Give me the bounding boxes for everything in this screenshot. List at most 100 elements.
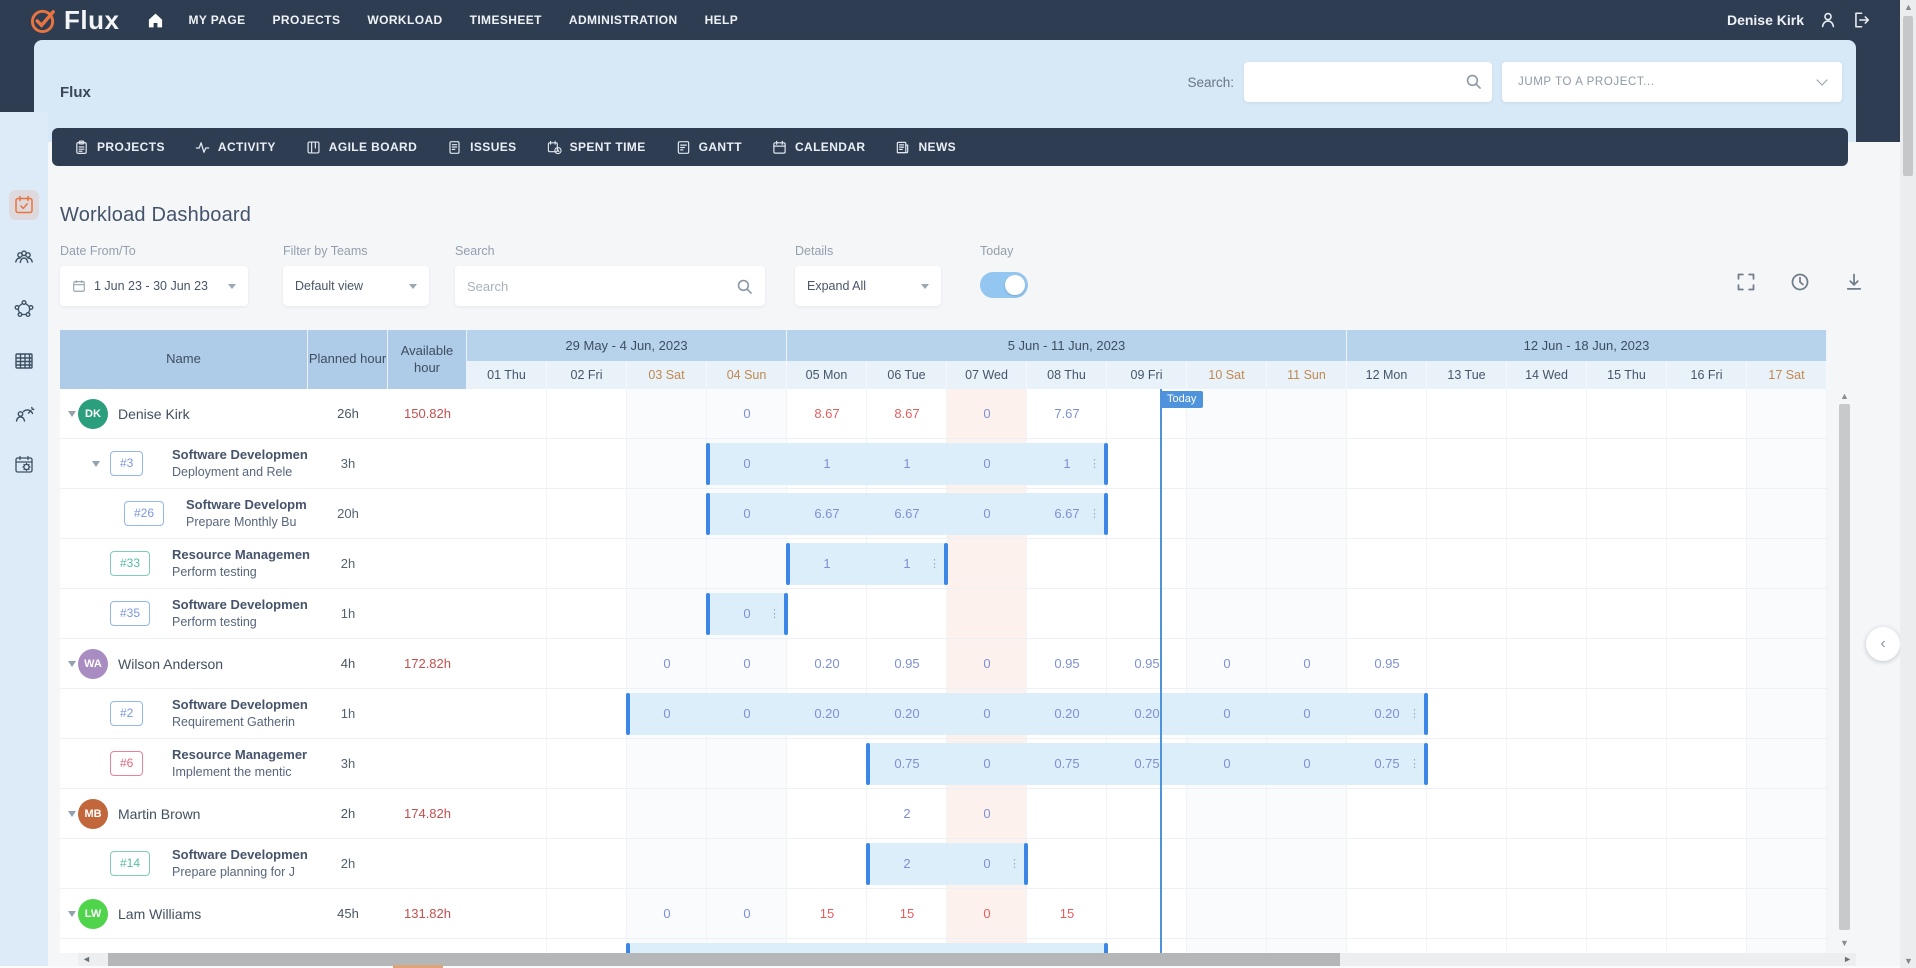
task-title[interactable]: Software Developmen xyxy=(172,847,308,862)
task-title[interactable]: Resource Managemer xyxy=(172,747,308,762)
allocation-bar[interactable]: ⋮ xyxy=(706,593,788,635)
table-vertical-scrollbar[interactable]: ▲ ▼ xyxy=(1838,389,1852,953)
allocation-bar[interactable]: ⋮ xyxy=(706,493,1108,535)
table-search-input[interactable] xyxy=(467,278,736,294)
history-icon[interactable] xyxy=(1790,272,1810,292)
scroll-down-icon[interactable]: ▼ xyxy=(1840,938,1849,948)
expand-collapse-icon[interactable] xyxy=(68,811,76,817)
avatar[interactable]: MB xyxy=(78,799,108,829)
bar-resize-handle-right[interactable] xyxy=(1424,743,1428,785)
global-search-input[interactable] xyxy=(1244,62,1492,102)
bar-resize-handle-right[interactable] xyxy=(784,593,788,635)
allocation-bar[interactable]: ⋮ xyxy=(786,543,948,585)
bar-resize-handle-right[interactable] xyxy=(1104,493,1108,535)
app-logo[interactable]: Flux xyxy=(30,5,119,36)
bar-resize-handle-right[interactable] xyxy=(944,543,948,585)
task-title[interactable]: Software Developm xyxy=(186,497,307,512)
fullscreen-icon[interactable] xyxy=(1736,272,1756,292)
top-nav-item-help[interactable]: HELP xyxy=(704,13,739,27)
bar-menu-icon[interactable]: ⋮ xyxy=(929,558,940,570)
issue-badge[interactable]: #33 xyxy=(110,551,151,576)
person-name[interactable]: Wilson Anderson xyxy=(118,656,224,672)
scrollbar-thumb[interactable] xyxy=(1903,16,1913,176)
details-select[interactable]: Expand All xyxy=(795,266,941,306)
subnav-item-news[interactable]: NEWS xyxy=(895,140,956,155)
bar-resize-handle-left[interactable] xyxy=(706,493,710,535)
subnav-item-calendar[interactable]: CALENDAR xyxy=(772,140,866,155)
bar-menu-icon[interactable]: ⋮ xyxy=(1089,508,1100,520)
person-name[interactable]: Martin Brown xyxy=(118,806,201,822)
bar-menu-icon[interactable]: ⋮ xyxy=(1409,708,1420,720)
subnav-item-projects[interactable]: PROJECTS xyxy=(74,140,165,155)
expand-collapse-icon[interactable] xyxy=(92,461,100,467)
issue-badge[interactable]: #6 xyxy=(110,751,144,776)
expand-collapse-icon[interactable] xyxy=(68,411,76,417)
team-network-icon[interactable] xyxy=(9,294,39,324)
top-nav-item-timesheet[interactable]: TIMESHEET xyxy=(469,13,542,27)
table-horizontal-scrollbar[interactable]: ◄ ► xyxy=(78,953,1856,966)
task-title[interactable]: Software Developmen xyxy=(172,697,308,712)
scroll-up-icon[interactable]: ▲ xyxy=(1904,2,1913,12)
table-grid-icon[interactable] xyxy=(9,346,39,376)
search-icon[interactable] xyxy=(1465,73,1482,90)
bar-resize-handle-left[interactable] xyxy=(866,843,870,885)
bar-menu-icon[interactable]: ⋮ xyxy=(1009,858,1020,870)
subnav-item-issues[interactable]: ISSUES xyxy=(447,140,516,155)
top-nav-item-projects[interactable]: PROJECTS xyxy=(272,13,341,27)
bar-resize-handle-left[interactable] xyxy=(866,743,870,785)
top-nav-item-administration[interactable]: ADMINISTRATION xyxy=(568,13,678,27)
scroll-left-icon[interactable]: ◄ xyxy=(82,954,91,964)
subnav-item-spent-time[interactable]: SPENT TIME xyxy=(547,140,646,155)
allocation-bar[interactable]: ⋮ xyxy=(866,743,1428,785)
browser-scrollbar[interactable]: ▲ ▼ xyxy=(1900,0,1916,968)
scroll-up-icon[interactable]: ▲ xyxy=(1840,391,1849,401)
allocation-bar[interactable]: ⋮ xyxy=(626,693,1428,735)
teams-icon[interactable] xyxy=(9,242,39,272)
allocation-bar[interactable]: ⋮ xyxy=(866,843,1028,885)
download-icon[interactable] xyxy=(1844,272,1864,292)
avatar[interactable]: WA xyxy=(78,649,108,679)
collapse-panel-button[interactable]: ‹ xyxy=(1866,627,1900,661)
top-nav-item-my-page[interactable]: MY PAGE xyxy=(188,13,246,27)
subnav-item-gantt[interactable]: GANTT xyxy=(676,140,742,155)
avatar[interactable]: LW xyxy=(78,899,108,929)
expand-collapse-icon[interactable] xyxy=(68,661,76,667)
bar-menu-icon[interactable]: ⋮ xyxy=(1409,758,1420,770)
current-user-name[interactable]: Denise Kirk xyxy=(1726,12,1804,28)
task-title[interactable]: Software Developmen xyxy=(172,597,308,612)
schedule-settings-icon[interactable] xyxy=(9,450,39,480)
user-account-icon[interactable] xyxy=(1819,11,1837,29)
bar-resize-handle-right[interactable] xyxy=(1424,693,1428,735)
teams-select[interactable]: Default view xyxy=(283,266,429,306)
issue-badge[interactable]: #2 xyxy=(110,701,144,726)
bar-resize-handle-right[interactable] xyxy=(1024,843,1028,885)
date-range-select[interactable]: 1 Jun 23 - 30 Jun 23 xyxy=(60,266,248,306)
scroll-down-icon[interactable]: ▼ xyxy=(1904,956,1913,966)
bar-resize-handle-right[interactable] xyxy=(1104,443,1108,485)
person-name[interactable]: Lam Williams xyxy=(118,906,202,922)
issue-badge[interactable]: #26 xyxy=(124,501,165,526)
expand-collapse-icon[interactable] xyxy=(68,911,76,917)
home-icon[interactable] xyxy=(147,12,164,29)
allocation-bar[interactable]: ⋮ xyxy=(626,943,1108,953)
task-title[interactable]: Resource Managemen xyxy=(172,547,310,562)
logout-icon[interactable] xyxy=(1852,11,1870,29)
subnav-item-activity[interactable]: ACTIVITY xyxy=(195,140,276,155)
bar-resize-handle-left[interactable] xyxy=(626,693,630,735)
scrollbar-thumb[interactable] xyxy=(1839,404,1850,930)
bar-menu-icon[interactable]: ⋮ xyxy=(1089,458,1100,470)
bar-resize-handle-left[interactable] xyxy=(786,543,790,585)
subnav-item-agile-board[interactable]: AGILE BOARD xyxy=(306,140,417,155)
today-toggle[interactable] xyxy=(980,272,1028,298)
avatar[interactable]: DK xyxy=(78,399,108,429)
bar-resize-handle-right[interactable] xyxy=(1104,943,1108,953)
bar-menu-icon[interactable]: ⋮ xyxy=(769,608,780,620)
jump-to-project-select[interactable]: JUMP TO A PROJECT... xyxy=(1502,62,1842,102)
scroll-right-icon[interactable]: ► xyxy=(1843,954,1852,964)
person-name[interactable]: Denise Kirk xyxy=(118,406,190,422)
bar-resize-handle-left[interactable] xyxy=(626,943,630,953)
workload-calendar-icon[interactable] xyxy=(9,190,39,220)
bar-resize-handle-left[interactable] xyxy=(706,593,710,635)
performance-icon[interactable] xyxy=(9,398,39,428)
issue-badge[interactable]: #14 xyxy=(110,851,151,876)
